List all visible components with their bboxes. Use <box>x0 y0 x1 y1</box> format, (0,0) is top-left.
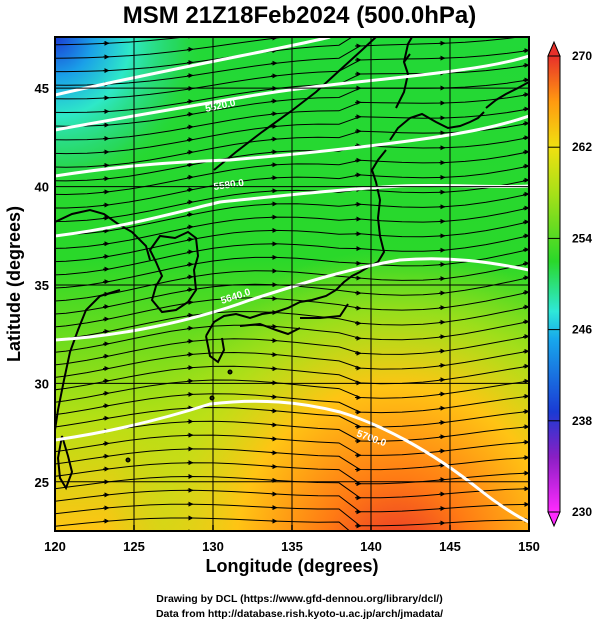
x-tick-label: 140 <box>360 539 382 554</box>
chart-title: MSM 21Z18Feb2024 (500.0hPa) <box>122 2 477 29</box>
streamline <box>55 406 529 428</box>
streamline <box>55 517 351 531</box>
credit-drawing: Drawing by DCL (https://www.gfd-dennou.o… <box>156 593 443 605</box>
streamline <box>55 179 529 222</box>
streamline <box>55 221 529 263</box>
streamline <box>55 193 529 236</box>
y-tick-label: 35 <box>35 278 49 293</box>
streamline <box>55 93 529 141</box>
x-tick-label: 150 <box>518 539 540 554</box>
colorbar-label: 270 <box>572 49 592 63</box>
streamline <box>55 151 529 196</box>
streamline <box>55 262 529 302</box>
colorbar-label: 262 <box>572 140 592 154</box>
streamline <box>55 235 529 276</box>
x-axis-label: Longitude (degrees) <box>205 556 379 576</box>
streamline <box>55 37 290 59</box>
streamline <box>55 37 354 73</box>
colorbar: 270 262 254 246 238 230 <box>547 40 592 528</box>
x-tick-label: 145 <box>439 539 461 554</box>
streamline <box>55 207 529 249</box>
streamline <box>55 306 529 341</box>
y-tick-label: 30 <box>35 376 49 391</box>
colorbar-min-arrow <box>547 511 561 528</box>
streamline <box>55 503 529 527</box>
streamline <box>55 165 529 209</box>
streamline <box>55 137 529 182</box>
x-tick-label: 125 <box>123 539 145 554</box>
streamline <box>55 350 529 378</box>
contour-label: 5580.0 <box>213 178 245 193</box>
colorbar-label: 254 <box>572 231 592 245</box>
streamline <box>55 37 523 86</box>
contour-lines <box>55 37 529 524</box>
colorbar-ticks: 270 262 254 246 238 230 <box>548 49 592 519</box>
streamline <box>55 335 529 366</box>
colorbar-label: 246 <box>572 323 592 337</box>
streamline <box>55 291 529 328</box>
y-axis-ticks: 25 30 35 40 45 <box>35 81 49 490</box>
streamline <box>55 489 529 513</box>
streamline <box>55 79 529 127</box>
streamline <box>55 434 529 456</box>
streamline <box>55 365 529 391</box>
x-tick-label: 130 <box>202 539 224 554</box>
y-tick-label: 40 <box>35 180 49 195</box>
y-tick-label: 45 <box>35 81 49 96</box>
streamline <box>55 393 529 416</box>
credit-data: Data from http://database.rish.kyoto-u.a… <box>155 608 444 620</box>
streamline <box>55 379 529 403</box>
colorbar-max-arrow <box>547 40 561 57</box>
y-tick-label: 25 <box>35 475 49 490</box>
streamline <box>55 49 529 100</box>
streamline <box>55 64 529 114</box>
x-tick-label: 135 <box>281 539 303 554</box>
map-grid <box>55 37 529 531</box>
streamline <box>55 37 189 46</box>
colorbar-label: 230 <box>572 505 592 519</box>
streamline <box>55 448 529 471</box>
y-axis-label: Latitude (degrees) <box>4 206 24 362</box>
x-axis-ticks: 120 125 130 135 140 145 150 <box>44 525 540 554</box>
wind-streamlines <box>55 37 529 531</box>
coastlines <box>55 37 529 491</box>
streamline <box>55 108 529 155</box>
streamline <box>55 248 529 289</box>
colorbar-label: 238 <box>572 414 592 428</box>
x-tick-label: 120 <box>44 539 66 554</box>
